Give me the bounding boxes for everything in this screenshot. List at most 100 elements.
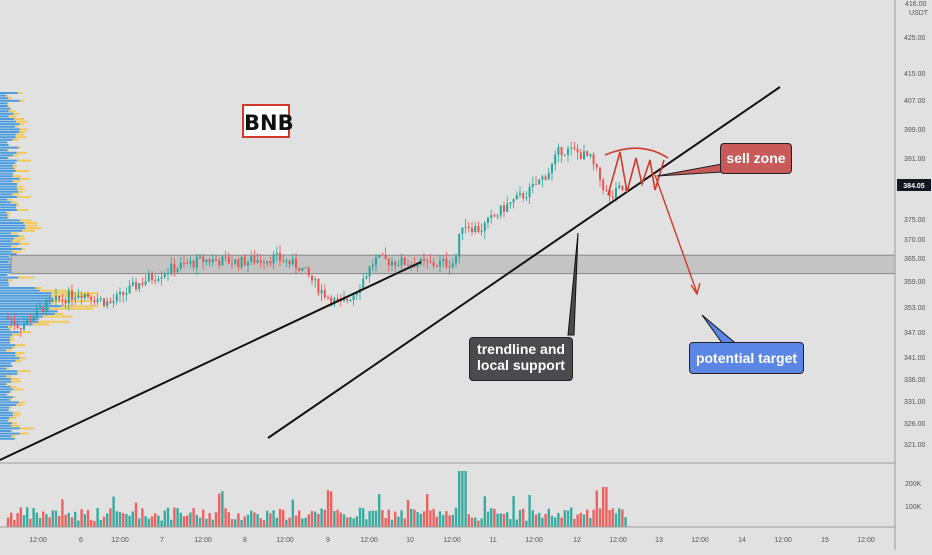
sell-zone-label[interactable]: sell zone <box>720 143 792 174</box>
volume-bar <box>404 519 406 528</box>
volume-profile-bar <box>0 334 12 336</box>
volume-profile-bar <box>13 154 19 156</box>
candle-body <box>346 299 348 301</box>
volume-bar <box>362 508 364 527</box>
volume-bar <box>7 518 9 527</box>
price-axis-tick: 336.00 <box>904 377 926 384</box>
volume-bar <box>349 517 351 527</box>
volume-profile-bar <box>51 303 54 305</box>
volume-profile-bar <box>0 321 38 323</box>
candle-body <box>580 153 582 160</box>
volume-bar <box>615 514 617 528</box>
candle-body <box>65 300 67 303</box>
volume-bar <box>288 518 290 527</box>
volume-profile-bar <box>0 170 16 172</box>
price-axis-tick: 341.00 <box>904 355 926 362</box>
time-axis-tick: 12 <box>573 537 581 544</box>
time-axis-tick: 14 <box>738 537 746 544</box>
volume-bar <box>205 519 207 527</box>
volume-profile-bar <box>18 92 23 94</box>
potential-target-label[interactable]: potential target <box>689 342 804 374</box>
candle-body <box>125 293 127 295</box>
volume-bar <box>10 513 12 527</box>
candle-body <box>557 147 559 155</box>
volume-bar <box>74 512 76 527</box>
price-axis-tick: 407.00 <box>904 98 926 105</box>
volume-profile-bar <box>0 121 16 123</box>
time-axis-tick: 6 <box>79 537 83 544</box>
volume-bar <box>423 511 425 527</box>
volume-profile-bar <box>0 144 9 146</box>
volume-profile-bar <box>17 196 31 198</box>
candle-body <box>602 180 604 190</box>
volume-profile-bar <box>0 287 36 289</box>
volume-profile-bar <box>7 212 11 214</box>
candle-body <box>516 195 518 199</box>
volume-profile-bar <box>16 134 24 136</box>
volume-profile-bar <box>0 305 62 307</box>
volume-profile-bar <box>13 139 19 141</box>
volume-profile-bar <box>20 427 34 429</box>
volume-profile-bar <box>8 157 9 159</box>
candle-body <box>97 299 99 302</box>
volume-bar <box>512 496 514 527</box>
volume-bar <box>266 511 268 527</box>
candle-body <box>509 202 511 204</box>
volume-profile-bar <box>11 201 17 203</box>
volume-bar <box>71 517 73 527</box>
candle-body <box>10 318 12 320</box>
volume-profile-bar <box>17 152 27 154</box>
volume-bar <box>544 514 546 527</box>
volume-bar <box>506 512 508 527</box>
volume-profile-bar <box>0 123 20 125</box>
time-axis-tick: 10 <box>406 537 414 544</box>
volume-bar <box>599 508 601 527</box>
candle-body <box>23 324 25 330</box>
time-axis-tick: 9 <box>326 537 330 544</box>
candle-body <box>561 147 563 155</box>
volume-profile-bar <box>9 115 16 117</box>
candle-body <box>583 151 585 159</box>
volume-bar <box>468 514 470 527</box>
volume-profile-bar <box>0 183 17 185</box>
candle-body <box>567 148 569 154</box>
volume-bar <box>215 512 217 527</box>
volume-bar <box>564 510 566 527</box>
candle-body <box>26 319 28 324</box>
volume-bar <box>132 512 134 528</box>
volume-profile-bar <box>11 381 21 383</box>
volume-profile-bar <box>0 412 13 414</box>
candle-body <box>52 300 54 301</box>
volume-profile-bar <box>0 430 11 432</box>
volume-bar <box>176 508 178 527</box>
volume-bar <box>148 519 150 527</box>
volume-bar <box>122 513 124 527</box>
candle-body <box>455 257 457 264</box>
candle-body <box>42 307 44 312</box>
volume-bar <box>384 518 386 527</box>
volume-profile-bar <box>13 414 20 416</box>
candle-body <box>474 226 476 232</box>
candle-body <box>183 263 185 264</box>
candle-body <box>282 261 284 262</box>
volume-profile-bar <box>16 204 19 206</box>
volume-profile-bar <box>0 290 40 292</box>
volume-profile-bar <box>0 347 12 349</box>
volume-profile-bar <box>13 396 16 398</box>
candle-body <box>503 205 505 211</box>
candle-body <box>237 259 239 267</box>
volume-profile-bar <box>0 331 19 333</box>
volume-bar <box>29 519 31 527</box>
volume-bar <box>516 520 518 527</box>
volume-bar <box>48 517 50 527</box>
trendline-support-label[interactable]: trendline and local support <box>469 337 573 381</box>
volume-bar <box>272 510 274 527</box>
candle-body <box>119 292 121 295</box>
candle-body <box>301 268 303 271</box>
volume-profile-bar <box>17 373 18 375</box>
candle-body <box>68 291 70 304</box>
candle-body <box>593 154 595 164</box>
volume-profile-bar <box>0 344 15 346</box>
